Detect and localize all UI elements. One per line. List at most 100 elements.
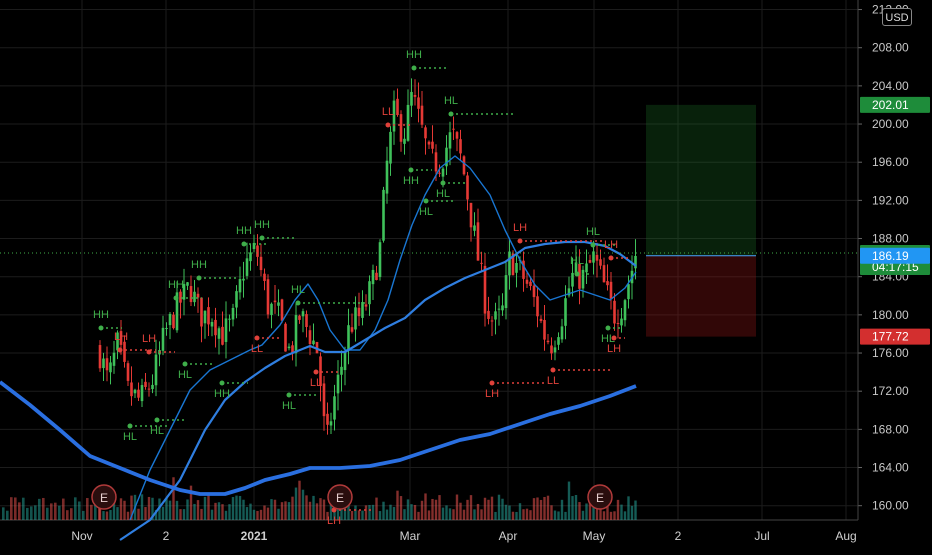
candle-body [238,279,242,293]
candle-body [154,354,158,386]
volume-bar [186,499,189,520]
pivot-label: HH [93,309,109,321]
volume-bar [627,496,630,520]
candle-body [368,281,371,305]
candle-body [448,132,452,149]
volume-bar [116,507,119,520]
candle-body [294,315,298,354]
candle-body [539,318,543,322]
volume-bar [529,510,532,520]
volume-bar [396,490,399,520]
candle-body [200,297,203,327]
candle-body [123,341,126,362]
volume-bar [455,494,459,520]
candle-body [210,321,214,327]
volume-bar [168,500,172,520]
candle-body [378,242,382,277]
earnings-marker-label: E [100,491,108,505]
candle-body [550,345,553,354]
candle-body [557,337,560,345]
candle-body [543,320,546,340]
price-tick-label: 188.00 [872,232,909,246]
candle-body [168,313,172,326]
volume-bar [263,505,266,520]
volume-bar [158,498,161,520]
volume-bar [417,511,420,520]
stop-price-tag-bg [860,328,930,345]
candle-body [602,265,606,283]
volume-bar [473,509,476,520]
volume-bar [193,503,196,520]
volume-bar [123,500,126,520]
volume-bar [189,485,193,520]
candle-body [574,262,578,275]
volume-bar [102,511,105,520]
candle-body [112,352,116,366]
pivot-label: LH [485,388,499,400]
candle-body [308,330,312,345]
volume-bar [301,489,305,520]
candle-body [553,347,557,353]
pivot-label: HL [601,333,615,345]
candle-body [567,288,571,296]
candle-body [207,307,210,325]
pivot-dot [489,380,495,386]
candle-body [245,258,249,276]
volume-bar [399,496,403,520]
candle-body [256,245,259,257]
volume-bar [62,498,65,520]
volume-bar [94,499,97,520]
price-tick-label: 192.00 [872,193,909,207]
candle-body [182,284,186,300]
volume-bar [235,495,238,520]
volume-bar [420,500,424,520]
volume-bar [333,511,336,520]
volume-bar [144,507,147,520]
candle-body [126,363,130,381]
volume-bar [578,502,581,520]
volume-bar [564,511,567,520]
pivot-label: HL [586,226,600,238]
volume-bar [609,511,613,520]
volume-bar [196,500,200,520]
candle-body [116,332,119,351]
volume-bar [214,502,217,520]
volume-bar [165,498,168,520]
volume-bar [312,495,315,520]
pivot-label: HH [403,175,419,187]
pivot-label: HH [191,259,207,271]
volume-bar [308,501,312,520]
volume-bar [273,499,277,520]
currency-badge[interactable]: USD [882,8,912,26]
volume-bar [490,496,494,520]
volume-bar [571,496,574,520]
volume-bar [210,509,214,520]
price-tick-label: 200.00 [872,117,909,131]
volume-bar [10,497,13,520]
pivot-label: LH [327,515,341,527]
volume-bar [602,511,606,520]
volume-bar [326,511,329,520]
pivot-dot [173,295,179,301]
pivot-label: LL [310,377,322,389]
pivot-label: HL [282,400,296,412]
candle-body [259,256,263,271]
volume-bar [508,505,511,520]
pivot-dot [146,349,152,355]
pivot-dot [241,241,247,247]
volume-bar [427,510,431,520]
time-tick-label: 2021 [241,529,268,543]
pivot-dot [385,122,391,128]
pivot-dot [448,111,454,117]
candle-body [322,383,326,417]
candle-body [252,242,256,249]
candle-body [511,253,515,276]
volume-bar [22,497,25,520]
candle-body [357,307,361,317]
pivot-label: LL [382,106,394,118]
volume-bar [182,509,186,520]
entry-price-tag-bg [860,247,930,264]
volume-bar [322,499,326,520]
